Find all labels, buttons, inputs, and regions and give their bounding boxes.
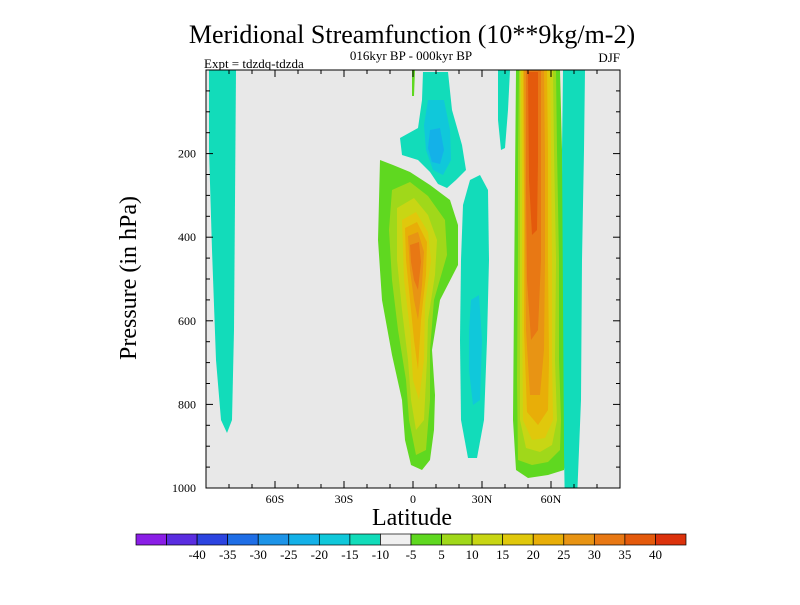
colorbar-label: -40 [188,547,205,562]
contour-fills [209,70,585,488]
colorbar-swatch [655,533,687,546]
contour-sh-polar-cell [209,70,236,433]
colorbar-swatch [318,533,351,546]
colorbar-label: -15 [341,547,358,562]
y-tick-labels: 200 400 600 800 1000 [172,147,196,495]
colorbar-label: -5 [406,547,417,562]
colorbar-label: 10 [466,547,479,562]
x-axis-label: Latitude [372,505,452,531]
x-tick-label: 30S [335,492,354,506]
colorbar-label: -10 [372,547,389,562]
x-tick-label: 30N [472,492,493,506]
contour-tropical-35 [410,242,421,290]
colorbar-swatch [532,533,565,546]
x-tick-labels: 60S 30S 0 30N 60N [266,492,562,506]
colorbar-label: 35 [618,547,631,562]
colorbar-label: 25 [557,547,570,562]
contour-upper-blob [498,70,510,150]
colorbar-label: -35 [219,547,236,562]
colorbar-swatch [227,533,259,546]
colorbar-swatch [288,533,320,546]
y-tick-label: 800 [178,397,196,411]
colorbar-label: -30 [250,547,267,562]
colorbar-label: -20 [311,547,328,562]
y-tick-label: 200 [178,147,196,161]
colorbar-swatch [624,533,656,546]
colorbar-swatch [441,533,473,546]
colorbar-swatch [502,533,534,546]
colorbar-label: 20 [527,547,540,562]
y-axis-label: Pressure (in hPa) [116,196,142,360]
axis-ticks [205,70,621,488]
contour-nh-mid-40 [528,72,538,235]
season-label: DJF [598,50,620,65]
colorbar-label: -25 [280,547,297,562]
colorbar-label: 5 [438,547,445,562]
colorbar-swatch [593,533,626,546]
y-tick-label: 600 [178,314,196,328]
colorbar-swatch [563,533,595,546]
x-tick-label: 0 [410,492,416,506]
chart-title: Meridional Streamfunction (10**9kg/m-2) [189,20,635,49]
experiment-label: Expt = tdzdq-tdzda [204,56,304,71]
colorbar-labels: -40 -35 -30 -25 -20 -15 -10 -5 5 10 15 20 25 30 35 40 [188,547,662,562]
contour-nh-subtropical-core [469,295,482,405]
y-tick-label: 400 [178,230,196,244]
colorbar-label: 30 [588,547,601,562]
colorbar-swatch [349,533,381,546]
contour-nh-high-cell [562,70,585,488]
colorbar-label: 40 [649,547,662,562]
colorbar-swatch [166,533,198,546]
colorbar-label: 15 [496,547,509,562]
colorbar-swatch [196,533,229,546]
colorbar-swatch [410,533,442,546]
contour-equatorial-upper-core [428,128,444,164]
colorbar-swatch [135,533,167,546]
chart-subtitle: 016kyr BP - 000kyr BP [350,48,472,63]
colorbar [135,533,687,546]
colorbar-swatch [257,533,290,546]
x-tick-label: 60S [266,492,285,506]
colorbar-swatch [471,533,504,546]
x-tick-label: 60N [541,492,562,506]
colorbar-swatch [380,533,412,546]
y-tick-label: 1000 [172,481,196,495]
